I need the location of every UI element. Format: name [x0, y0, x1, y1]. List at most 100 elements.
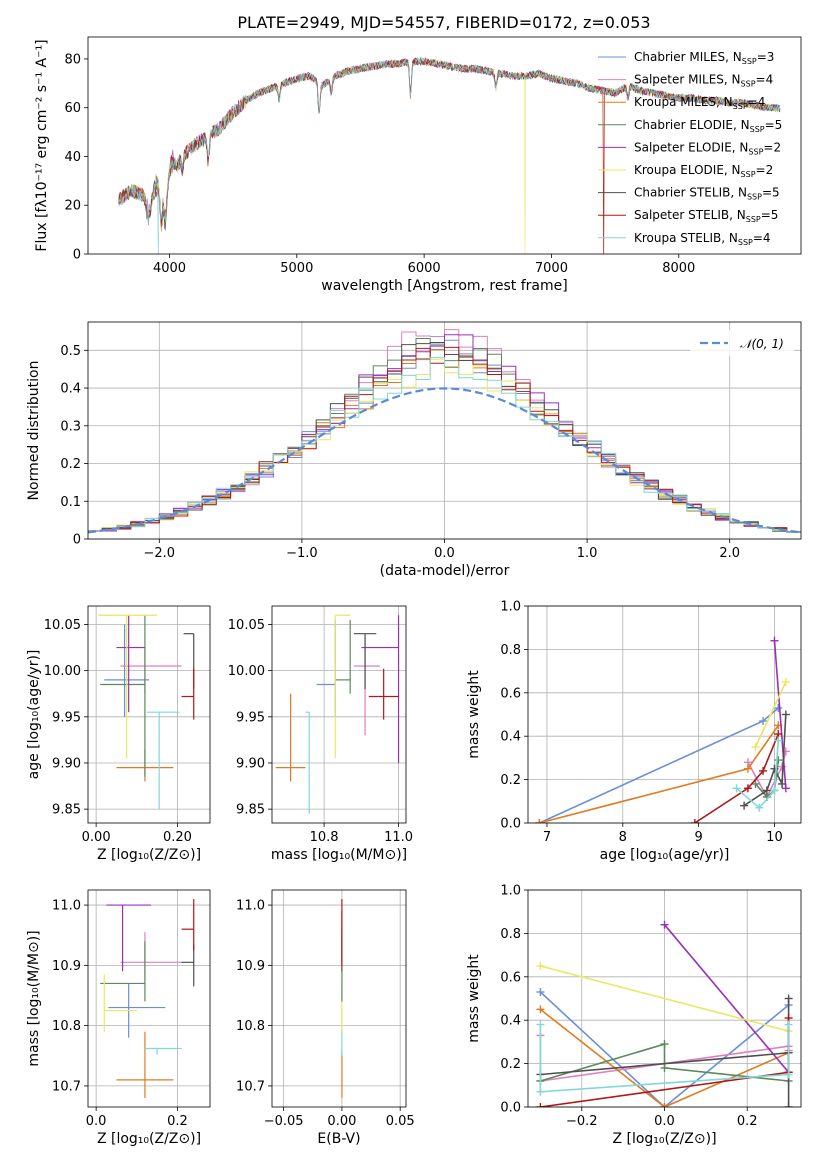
weight-series-chabrier-stelib: [740, 710, 790, 810]
errorbar-point-chabrier-stelib: [181, 944, 195, 987]
y-tick-label: 0: [73, 248, 81, 263]
legend-sub: SSP: [746, 215, 761, 224]
weight-line: [694, 733, 780, 823]
x-axis-label: (data-model)/error: [380, 563, 510, 579]
legend-entry: Kroupa STELIB, NSSP=4: [634, 231, 771, 247]
axes-frame: [527, 605, 802, 824]
legend-entry: Salpeter STELIB, NSSP=5: [634, 208, 778, 224]
axes-frame: [271, 605, 407, 824]
errorbar-point-chabrier-miles: [316, 619, 336, 717]
axes-frame: [271, 889, 407, 1108]
weight-series-salpeter-elodie: [770, 636, 790, 793]
y-tick-label: 0.0: [500, 1101, 521, 1116]
axes-frame: [87, 605, 211, 824]
y-tick-label: 10.7: [236, 1079, 265, 1094]
x-tick-label: −0.05: [264, 1114, 304, 1129]
weight-series-kroupa-stelib: [536, 1020, 793, 1096]
legend-tail: =5: [761, 208, 779, 222]
errorbar-point-kroupa-stelib: [146, 711, 180, 810]
y-tick-label: 0.0: [500, 817, 521, 832]
y-tick-label: 0.8: [500, 643, 521, 658]
weight-series-kroupa-elodie: [751, 677, 790, 752]
weight-line: [735, 740, 780, 809]
y-tick-label: 0.4: [500, 1014, 521, 1029]
y-tick-label: 0.2: [500, 1057, 521, 1072]
legend-tail: =4: [753, 231, 771, 245]
axes-frame: [87, 889, 211, 1108]
x-axis-label: Z [log₁₀(Z/Z⊙)]: [612, 1131, 716, 1147]
y-tick-label: 0.4: [60, 382, 81, 397]
x-tick-label: 0.05: [386, 1114, 415, 1129]
grid-lines: [88, 890, 210, 1107]
legend-entry: Salpeter ELODIE, NSSP=2: [634, 140, 781, 156]
y-axis-label: Normed distribution: [26, 361, 42, 501]
x-axis-label: Z [log₁₀(Z/Z⊙)]: [97, 1131, 201, 1147]
y-tick-label: 11.0: [52, 899, 81, 914]
panel-residuals: −2.0 −1.0 0.0 1.0 2.0 0 0.1 0.2 0.3 0.4 0.5 (data-m…: [26, 321, 802, 579]
x-tick-label: 10: [766, 830, 783, 845]
panel-mass_vs_Z: 0.0 0.2 10.7 10.8 10.9 11.0 Z [log₁₀(Z/Z⊙)] mas…: [26, 889, 211, 1147]
y-tick-label: 0.2: [60, 457, 81, 472]
panel-mass_vs_ebv: −0.05 0.00 0.05 10.7 10.8 10.9 11.0 E(B-V): [236, 889, 415, 1147]
legend-sub: SSP: [742, 57, 757, 66]
y-tick-label: 10.9: [236, 959, 265, 974]
legend-tail: =4: [756, 73, 774, 87]
legend-tail: =3: [757, 50, 775, 64]
y-tick-label: 0.5: [60, 344, 81, 359]
plot-area: [275, 614, 400, 814]
y-tick-label: 40: [64, 150, 81, 165]
legend-tail: =5: [765, 118, 783, 132]
errorbar-point-kroupa-elodie: [103, 974, 137, 1032]
y-tick-label: 60: [64, 101, 81, 116]
x-tick-label: 0.0: [86, 1114, 107, 1129]
legend-sub: SSP: [733, 102, 748, 111]
y-tick-label: 10.00: [228, 664, 265, 679]
y-tick-label: 0.6: [500, 686, 521, 701]
weight-line: [773, 640, 787, 789]
y-axis-label: mass [log₁₀(M/M⊙)]: [26, 930, 42, 1066]
histogram-step-kroupa-stelib: [88, 357, 801, 533]
errorbar-point-chabrier-elodie: [100, 615, 146, 777]
x-tick-label: 5000: [280, 261, 313, 276]
y-tick-label: 10.8: [52, 1019, 81, 1034]
legend-name: Chabrier MILES, N: [634, 50, 742, 64]
x-tick-label: 0.00: [327, 1114, 356, 1129]
x-axis-label: wavelength [Angstrom, rest frame]: [321, 278, 567, 294]
x-tick-label: 0.2: [167, 1114, 188, 1129]
errorbar-point-kroupa-stelib: [144, 1047, 182, 1055]
weight-series-salpeter-elodie: [660, 920, 793, 1077]
y-tick-label: 10.05: [228, 618, 265, 633]
legend-entry: 𝒩(0, 1): [740, 337, 784, 351]
y-tick-label: 0.3: [60, 419, 81, 434]
x-tick-label: 0.20: [163, 830, 192, 845]
legend-name: Chabrier ELODIE, N: [634, 118, 750, 132]
x-tick-label: 0.0: [434, 546, 455, 561]
errorbar-point-kroupa-miles: [275, 693, 306, 782]
y-tick-label: 10.7: [52, 1079, 81, 1094]
weight-line: [539, 1024, 790, 1093]
errorbar-point-chabrier-elodie: [335, 619, 351, 694]
y-tick-label: 20: [64, 199, 81, 214]
legend-entry: Chabrier MILES, NSSP=3: [634, 50, 774, 66]
legend-sub: SSP: [748, 147, 763, 156]
y-tick-label: 9.95: [52, 710, 81, 725]
legend-name: Salpeter MILES, N: [634, 73, 741, 87]
panel-spectrum: 4000 5000 6000 7000 8000 0 20 40 60 80 wavelength …: [34, 36, 802, 294]
x-tick-label: 0.00: [82, 830, 111, 845]
errorbar-point-salpeter-stelib: [181, 899, 195, 951]
weight-line: [540, 965, 789, 1032]
errorbar-point-chabrier-stelib: [353, 633, 377, 690]
panel-age_vs_Z: 0.00 0.20 9.85 9.90 9.95 10.00 10.05 Z [log₁₀(Z…: [26, 605, 211, 863]
y-tick-label: 1.0: [500, 600, 521, 615]
panel-weight_vs_age: 7 8 9 10 0.0 0.2 0.4 0.6 0.8 1.0 age [log₁₀(age/yr…: [466, 600, 802, 863]
legend-name: Chabrier STELIB, N: [634, 186, 747, 200]
legend-sub: SSP: [738, 238, 753, 247]
legend-entry: Chabrier STELIB, NSSP=5: [634, 186, 780, 202]
errorbar-point-salpeter-elodie: [106, 904, 152, 972]
y-axis-label: Flux [fλ10⁻¹⁷ erg cm⁻² s⁻¹ A⁻¹]: [34, 39, 50, 251]
legend-tail: =5: [762, 186, 780, 200]
y-tick-label: 0: [73, 533, 81, 548]
spectrum-line-series: [118, 56, 781, 254]
y-axis-label: mass weight: [466, 954, 482, 1043]
